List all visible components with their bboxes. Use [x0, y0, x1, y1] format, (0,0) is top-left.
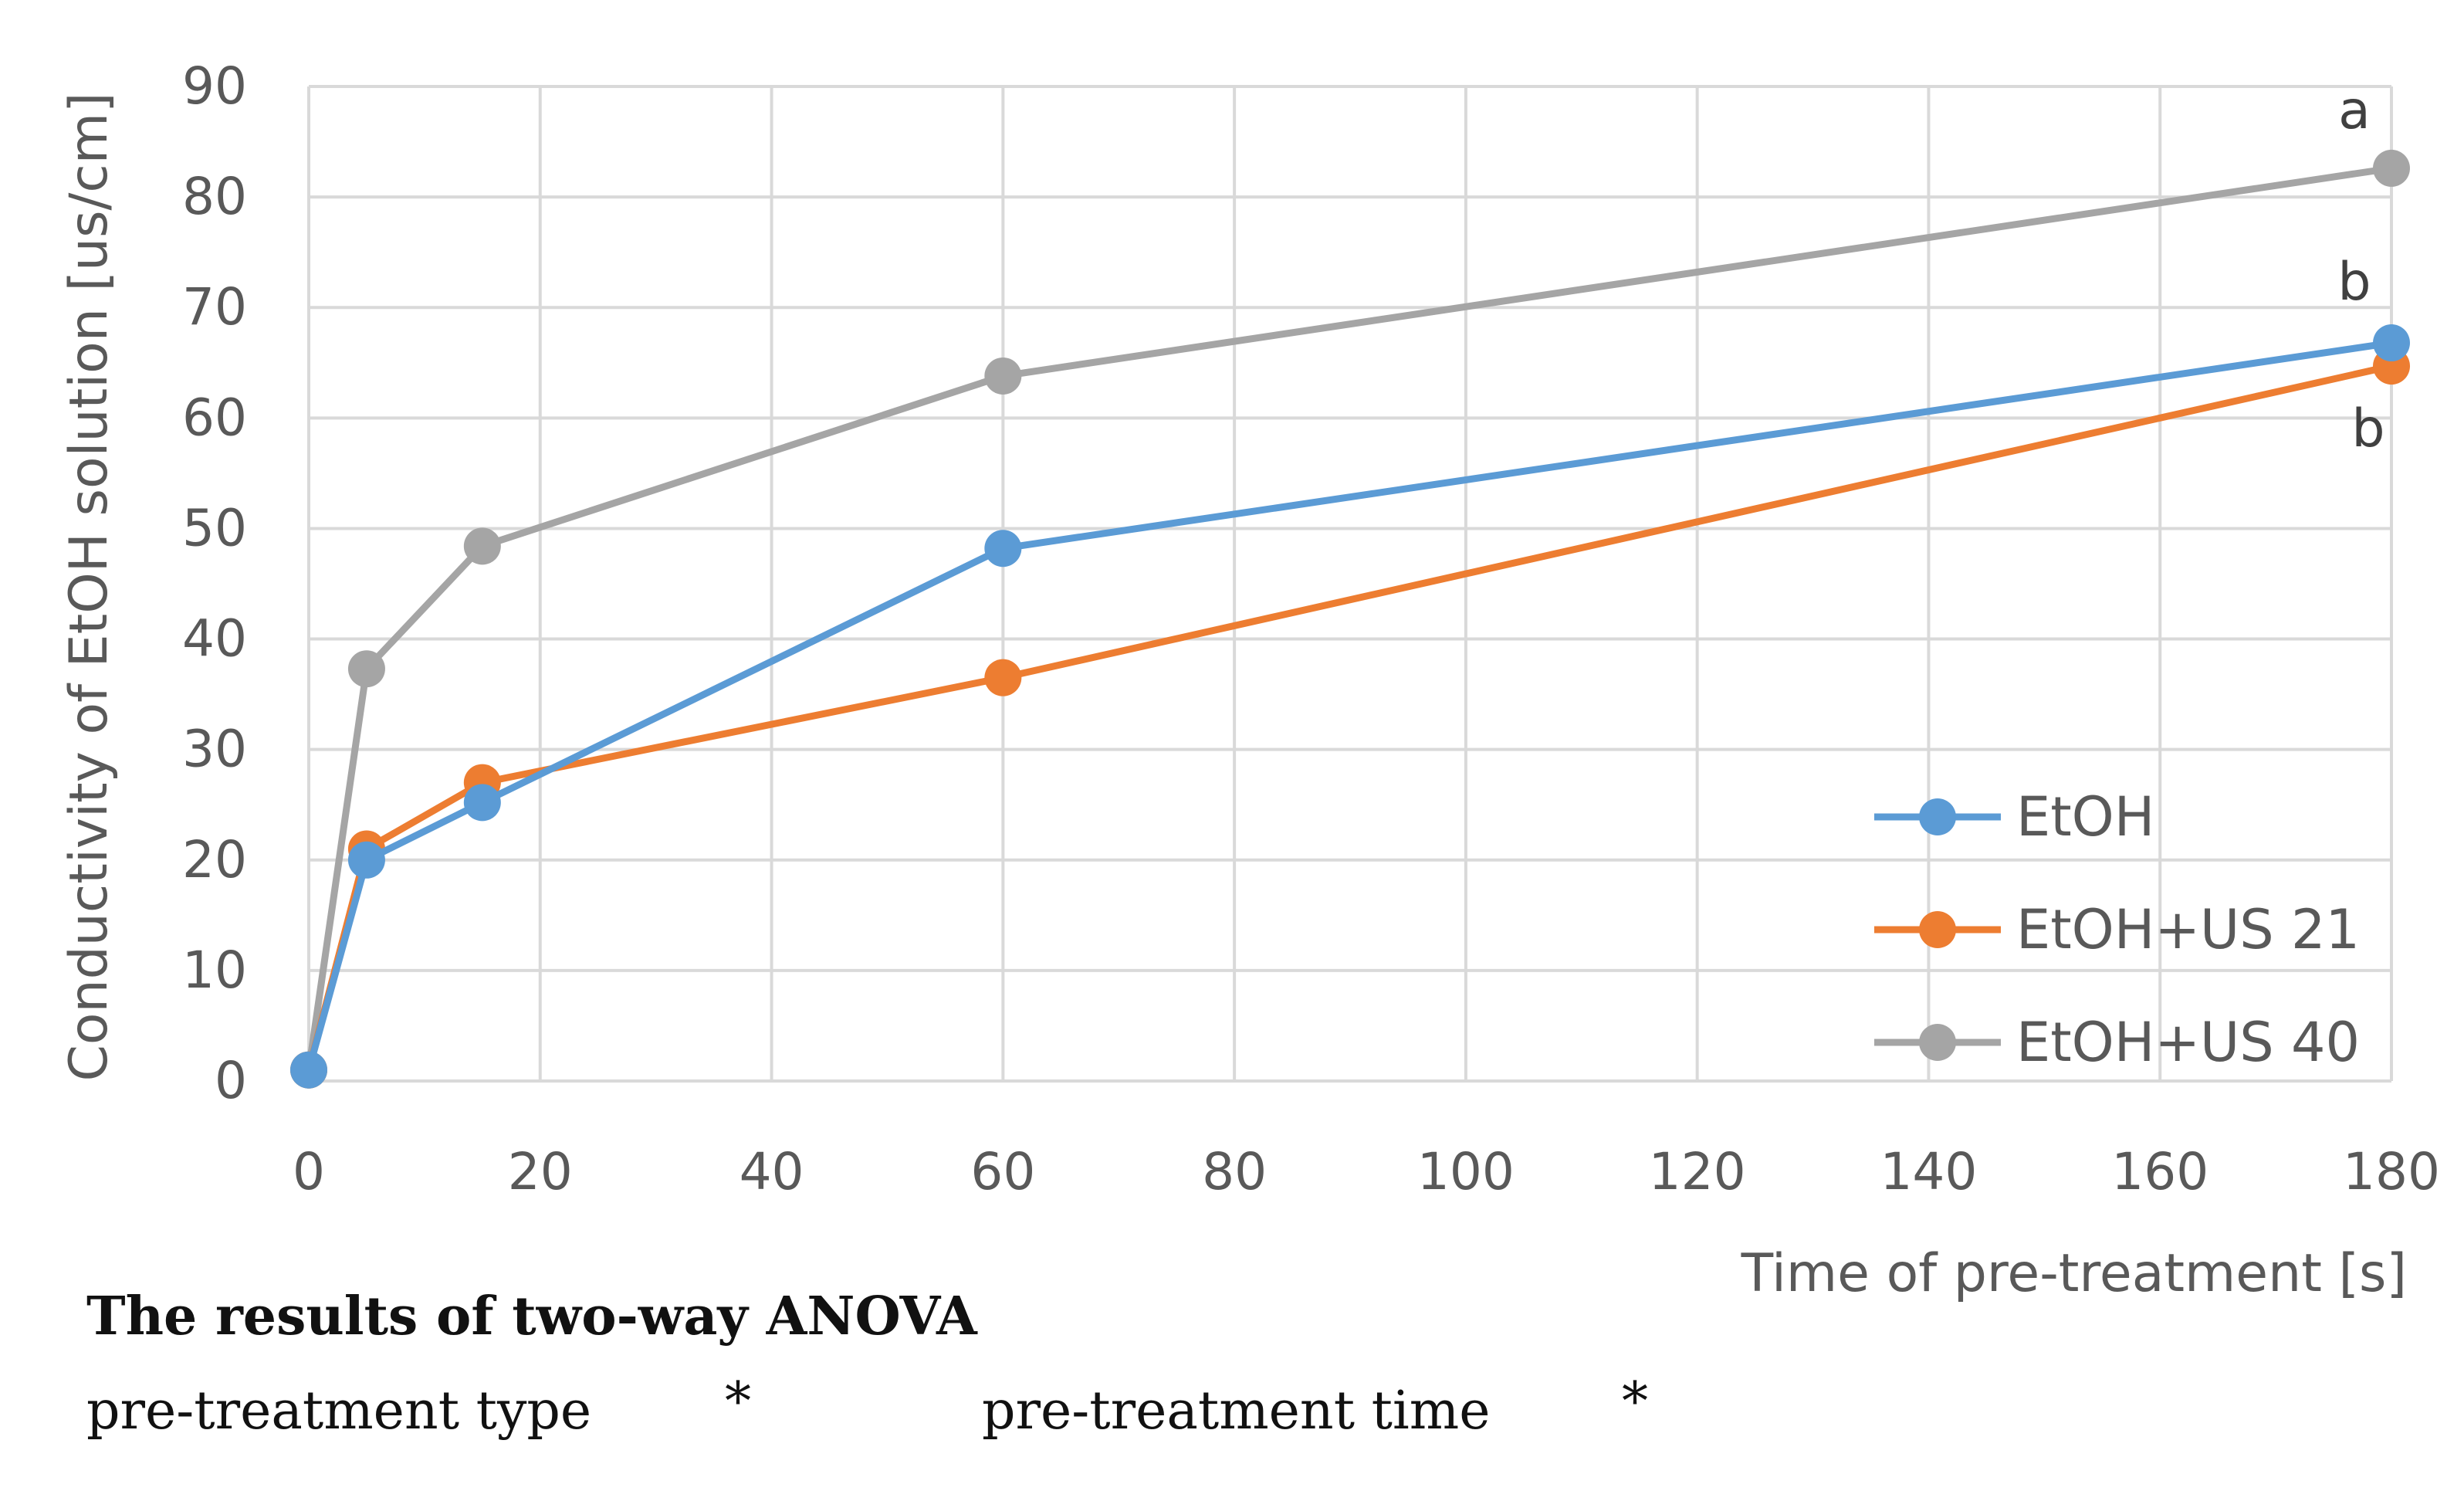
y-tick-label: 70: [182, 277, 247, 337]
data-point-etoh: [984, 530, 1022, 568]
series-line-etoh-us-21: [305, 362, 2392, 1071]
data-point-etoh-us-40: [347, 650, 385, 688]
series-etoh-us-21: [290, 347, 2410, 1089]
legend-swatch-marker: [1919, 1024, 1956, 1061]
data-point-etoh: [347, 841, 385, 879]
data-point-etoh: [2373, 324, 2410, 362]
x-tick-label: 80: [1202, 1142, 1267, 1201]
y-tick-label: 50: [182, 498, 247, 557]
y-tick-label: 20: [182, 830, 247, 890]
legend-swatch-marker: [1919, 798, 1956, 835]
legend-label: EtOH+US 21: [2016, 898, 2360, 961]
y-tick-label: 40: [182, 609, 247, 669]
x-axis-title: Time of pre-treatment [s]: [1741, 1243, 2407, 1304]
significance-letter: b: [2351, 398, 2384, 459]
anova-factor-time-result: *: [1622, 1371, 1648, 1432]
x-tick-label: 180: [2343, 1142, 2440, 1201]
data-point-etoh-us-40: [984, 357, 1022, 395]
y-tick-label: 80: [182, 167, 247, 226]
legend-label: EtOH: [2016, 785, 2154, 849]
anova-results: The results of two-way ANOVA pre-treatme…: [86, 1286, 1648, 1442]
legend-item-etoh-us-21: EtOH+US 21: [1874, 898, 2360, 961]
significance-letter: b: [2337, 252, 2371, 313]
series-etoh: [290, 324, 2410, 1089]
data-point-etoh: [463, 784, 501, 822]
legend: EtOH EtOH+US 21 EtOH+US 40: [1874, 785, 2360, 1074]
legend-label: EtOH+US 40: [2016, 1011, 2360, 1074]
y-tick-label: 10: [182, 940, 247, 1000]
anova-factor-type-result: *: [725, 1371, 751, 1432]
anova-factor-time-label: pre-treatment time: [982, 1381, 1490, 1442]
y-tick-label: 30: [182, 720, 247, 779]
data-point-etoh-us-21: [984, 659, 1022, 696]
series-layer: [290, 149, 2410, 1089]
significance-annotations: a b b: [2337, 80, 2384, 459]
x-tick-label: 100: [1417, 1142, 1515, 1201]
x-tick-label: 120: [1649, 1142, 1746, 1201]
anova-factor-type-label: pre-treatment type: [86, 1381, 591, 1442]
tick-labels: 0 10 20 30 40 50 60 70 80 90 0 20 40 60 80 100 120 140 160…: [182, 56, 2440, 1201]
data-point-etoh-us-40: [2373, 149, 2410, 187]
anova-title: The results of two-way ANOVA: [86, 1286, 978, 1347]
x-tick-label: 60: [970, 1142, 1035, 1201]
significance-letter: a: [2338, 80, 2371, 141]
data-point-etoh: [290, 1051, 327, 1089]
x-tick-label: 0: [293, 1142, 325, 1201]
y-tick-label: 60: [182, 388, 247, 447]
x-tick-label: 160: [2111, 1142, 2208, 1201]
y-tick-label: 0: [215, 1051, 247, 1110]
x-tick-label: 140: [1880, 1142, 1977, 1201]
legend-item-etoh-us-40: EtOH+US 40: [1874, 1011, 2360, 1074]
legend-item-etoh: EtOH: [1874, 785, 2154, 849]
x-tick-label: 20: [508, 1142, 573, 1201]
grid-lines: [307, 85, 2393, 1083]
x-tick-label: 40: [740, 1142, 804, 1201]
y-tick-label: 90: [182, 56, 247, 116]
data-point-etoh-us-40: [463, 527, 501, 565]
legend-swatch-marker: [1919, 911, 1956, 948]
y-axis-title: Conductivity of EtOH solution [us/cm]: [59, 92, 120, 1081]
